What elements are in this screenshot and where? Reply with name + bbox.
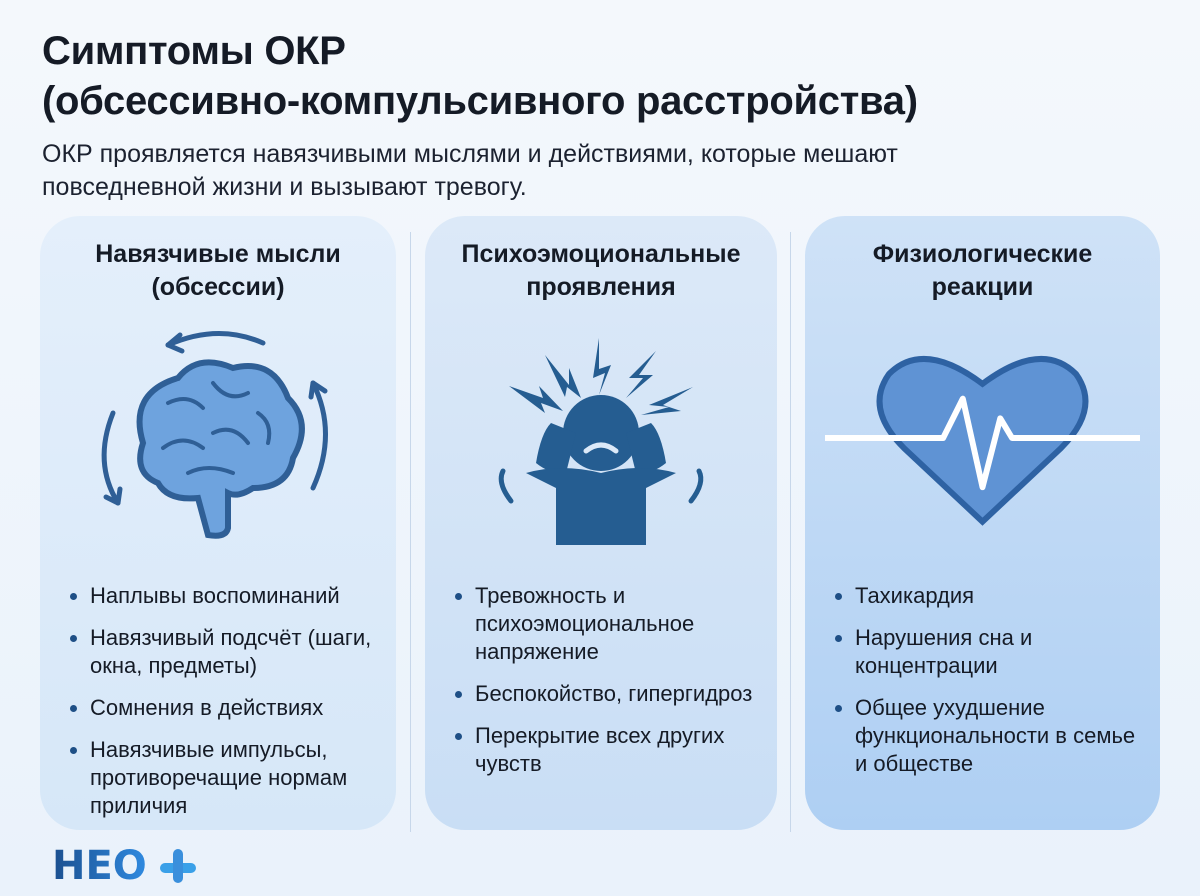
card-title: Навязчивые мысли (обсессии) <box>60 238 376 304</box>
card-title: Физиологические реакции <box>825 238 1140 304</box>
list-item: Тревожность и психоэмоциональное напряже… <box>455 582 757 666</box>
logo: НЕО <box>52 843 202 889</box>
list-item: Беспокойство, гипергидроз <box>455 680 757 708</box>
list-item: Нарушения сна и концентрации <box>835 624 1140 680</box>
card-title: Психоэмоциональные проявления <box>445 238 757 304</box>
stressed-person-icon <box>445 318 757 558</box>
card-title-line: Физиологические <box>872 240 1093 268</box>
list-item: Навязчивые импульсы, противоречащие норм… <box>70 736 376 820</box>
heart-pulse-icon <box>825 318 1140 558</box>
list-item: Сомнения в действиях <box>70 694 376 722</box>
divider <box>790 232 791 832</box>
list-item: Общее ухудшение функциональности в семье… <box>835 694 1140 778</box>
card-title-line: Психоэмоциональные <box>461 240 741 268</box>
title-line: (обсессивно-компульсивного расстройства) <box>42 79 918 123</box>
subtitle-line: ОКР проявляется навязчивыми мыслями и де… <box>42 140 898 168</box>
card-obsessions: Навязчивые мысли (обсессии) Наплывы воспо… <box>40 216 396 830</box>
list-item: Тахикардия <box>835 582 1140 610</box>
brain-with-cycle-arrows-icon <box>60 318 376 558</box>
list-item: Перекрытие всех других чувств <box>455 722 757 778</box>
list-item: Навязчивый подсчёт (шаги, окна, предметы… <box>70 624 376 680</box>
card-physiological: Физиологические реакции Тахикардия Наруше… <box>805 216 1160 830</box>
card-title-line: реакции <box>931 273 1034 301</box>
list-item: Наплывы воспоминаний <box>70 582 376 610</box>
subtitle: ОКР проявляется навязчивыми мыслями и де… <box>42 138 898 204</box>
title-line: Симптомы ОКР <box>42 29 346 73</box>
divider <box>410 232 411 832</box>
card-title-line: (обсессии) <box>151 273 285 301</box>
svg-text:НЕО: НЕО <box>52 843 147 883</box>
card-title-line: Навязчивые мысли <box>95 240 341 268</box>
card-title-line: проявления <box>526 273 676 301</box>
card-psychoemotional: Психоэмоциональные проявления Тревожность… <box>425 216 777 830</box>
page-title: Симптомы ОКР (обсессивно-компульсивного … <box>42 26 918 126</box>
subtitle-line: повседневной жизни и вызывают тревогу. <box>42 173 527 201</box>
